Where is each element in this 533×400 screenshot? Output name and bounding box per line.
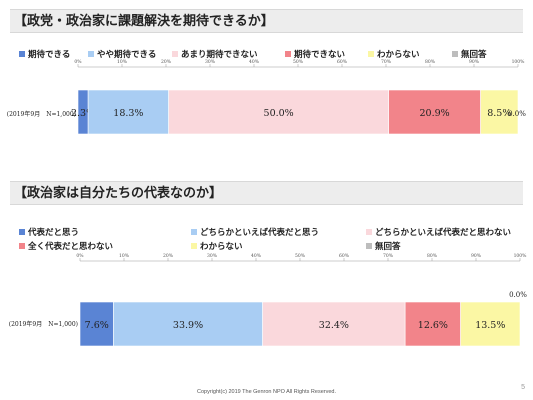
chart1-title: 【政党・政治家に課題解決を期待できるか】 bbox=[10, 9, 523, 33]
data-label: 33.9% bbox=[173, 320, 203, 331]
bar-segment bbox=[262, 301, 406, 347]
legend-label: 期待できる bbox=[28, 50, 71, 60]
data-label: 7.6% bbox=[85, 320, 109, 331]
data-label: 8.5% bbox=[487, 108, 511, 119]
legend-swatch bbox=[366, 243, 372, 249]
legend-label: 無回答 bbox=[375, 242, 401, 252]
legend-item: 無回答 bbox=[452, 48, 487, 60]
data-label: 13.5% bbox=[475, 320, 505, 331]
x-tick-label: 40% bbox=[251, 253, 262, 259]
data-label: 32.4% bbox=[319, 320, 349, 331]
legend-item: どちらかといえば代表だと思う bbox=[191, 226, 319, 238]
legend-item: 代表だと思う bbox=[19, 226, 79, 238]
bar-segment bbox=[480, 89, 519, 135]
data-label: 2.3% bbox=[71, 108, 95, 119]
x-tick-label: 70% bbox=[383, 253, 394, 259]
data-label: 12.6% bbox=[418, 320, 448, 331]
chart2-title: 【政治家は自分たちの代表なのか】 bbox=[10, 181, 523, 205]
legend-label: あまり期待できない bbox=[181, 50, 258, 60]
legend-item: わからない bbox=[191, 240, 243, 252]
legend-label: わからない bbox=[200, 242, 243, 252]
x-tick-label: 80% bbox=[425, 59, 436, 65]
legend-swatch bbox=[452, 51, 458, 57]
data-label: 20.9% bbox=[420, 108, 450, 119]
category-label: (2019年9月 N=1,000) bbox=[9, 320, 78, 328]
page-number: 5 bbox=[521, 384, 525, 391]
legend-item: 期待できる bbox=[19, 48, 70, 60]
data-label: 0.0% bbox=[509, 291, 527, 299]
legend-swatch bbox=[285, 51, 291, 57]
bar-segment bbox=[168, 89, 389, 135]
x-tick-label: 0% bbox=[76, 253, 84, 259]
legend-item: 無回答 bbox=[366, 240, 401, 252]
x-tick-label: 30% bbox=[207, 253, 218, 259]
bar-segment bbox=[77, 89, 89, 135]
legend-label: 無回答 bbox=[461, 50, 487, 60]
legend-swatch bbox=[88, 51, 94, 57]
legend-swatch bbox=[366, 229, 372, 235]
legend-swatch bbox=[191, 229, 197, 235]
x-tick-label: 100% bbox=[512, 59, 526, 65]
legend-label: やや期待できる bbox=[97, 50, 157, 60]
copyright-footer: Copyright(c) 2019 The Genron NPO All Rig… bbox=[197, 389, 336, 395]
x-tick-label: 80% bbox=[427, 253, 438, 259]
legend-item: どちらかといえば代表だと思わない bbox=[366, 226, 511, 238]
x-tick-label: 60% bbox=[339, 253, 350, 259]
x-tick-label: 50% bbox=[295, 253, 306, 259]
category-label: (2019年9月 N=1,000) bbox=[7, 110, 76, 118]
x-tick-label: 10% bbox=[119, 253, 130, 259]
legend-swatch bbox=[19, 243, 25, 249]
legend-swatch bbox=[172, 51, 178, 57]
data-label: 50.0% bbox=[264, 108, 294, 119]
legend-swatch bbox=[368, 51, 374, 57]
legend-label: 期待できない bbox=[294, 50, 346, 60]
bar-segment bbox=[87, 89, 169, 135]
legend-swatch bbox=[19, 229, 25, 235]
legend-label: わからない bbox=[377, 50, 420, 60]
legend-label: どちらかといえば代表だと思わない bbox=[375, 228, 512, 238]
bar-segment bbox=[113, 301, 263, 347]
legend-swatch bbox=[19, 51, 25, 57]
x-tick-label: 20% bbox=[161, 59, 172, 65]
bar-segment bbox=[388, 89, 481, 135]
bar-segment bbox=[460, 301, 521, 347]
legend-swatch bbox=[191, 243, 197, 249]
legend-label: 代表だと思う bbox=[28, 228, 80, 238]
legend-item: やや期待できる bbox=[88, 48, 156, 60]
legend-item: あまり期待できない bbox=[172, 48, 258, 60]
legend-label: 全く代表だと思わない bbox=[28, 242, 114, 252]
bar-segment bbox=[79, 301, 114, 347]
legend-item: わからない bbox=[368, 48, 420, 60]
legend-label: どちらかといえば代表だと思う bbox=[200, 228, 320, 238]
bar-segment bbox=[404, 301, 461, 347]
data-label: 0.0% bbox=[508, 110, 526, 118]
x-tick-label: 0% bbox=[74, 59, 82, 65]
x-tick-label: 90% bbox=[471, 253, 482, 259]
legend-item: 期待できない bbox=[285, 48, 345, 60]
data-label: 18.3% bbox=[113, 108, 143, 119]
x-tick-label: 100% bbox=[514, 253, 528, 259]
x-tick-label: 20% bbox=[163, 253, 174, 259]
legend-item: 全く代表だと思わない bbox=[19, 240, 113, 252]
